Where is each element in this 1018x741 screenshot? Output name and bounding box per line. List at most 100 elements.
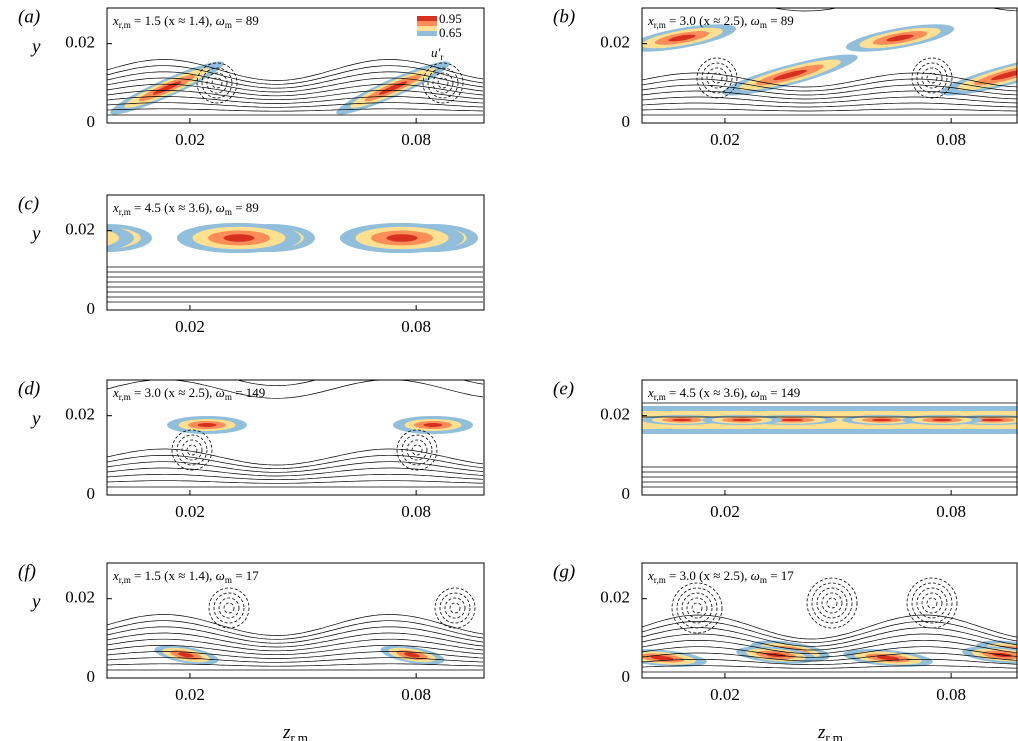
field (533, 519, 1018, 673)
streamline (642, 646, 1017, 658)
streamline (107, 71, 484, 89)
subscript: m (760, 392, 767, 402)
subscript: r,m (825, 731, 843, 741)
y-tick-label: 0.02 (65, 405, 95, 424)
y-tick-label: 0 (622, 112, 631, 131)
text-part: ω (751, 568, 760, 583)
vortex-contour (396, 429, 438, 471)
vortex-contour (176, 434, 208, 466)
subscript: m (225, 575, 232, 585)
text-part: ω (216, 200, 225, 215)
contour-fill (682, 227, 775, 250)
vortex-contour (206, 72, 228, 94)
contour-fill (697, 231, 759, 246)
text-part: = 1.5 (x ≈ 1.4), (131, 568, 216, 583)
y-tick-label: 0.02 (65, 220, 95, 239)
text-part: = 149 (767, 385, 800, 400)
streamline (107, 651, 484, 659)
vortex-contour (208, 587, 250, 629)
text-part: = 3.0 (x ≈ 2.5), (666, 568, 751, 583)
text-part: = 89 (232, 13, 259, 28)
contour-fill (533, 640, 594, 662)
contour-fill (178, 652, 194, 658)
vortex-contour (181, 439, 203, 461)
vortex-contour (916, 587, 948, 619)
vortex-contour (711, 72, 723, 84)
contour-fill (554, 647, 574, 654)
subscript: r (440, 52, 443, 62)
streamline (642, 633, 1017, 651)
contour-fill (650, 655, 674, 661)
streamline (642, 108, 1017, 112)
streamline (107, 96, 484, 104)
streamline (107, 380, 484, 399)
vortex-contour (911, 582, 953, 624)
contour-fill (872, 418, 892, 422)
y-tick-label: 0 (87, 484, 96, 503)
colorbar-label: u′r (431, 45, 443, 62)
streamline (107, 657, 484, 663)
axes-box (106, 562, 485, 679)
x-tick-label: 0.08 (401, 502, 431, 521)
streamline (642, 96, 1017, 104)
text-part: = 4.5 (x ≈ 3.6), (666, 385, 751, 400)
vortex-contour (213, 592, 245, 624)
streamline (107, 83, 484, 97)
text-part: ω (751, 13, 760, 28)
contour-fill (107, 230, 119, 246)
text-part: ω (751, 385, 760, 400)
contour-fill (534, 231, 596, 246)
vortex-contour (218, 597, 240, 619)
streamline (107, 620, 484, 640)
streamline (642, 658, 1017, 666)
field (107, 223, 775, 303)
annotation: xr,m = 3.0 (x ≈ 2.5), ωm = 149 (112, 385, 265, 402)
subscript: r,m (119, 575, 131, 585)
vortex-contour (186, 444, 198, 456)
streamline (642, 665, 1017, 669)
contour-fill (503, 223, 627, 253)
contour-fill (0, 421, 1, 430)
vortex-contour (411, 444, 423, 456)
contour-fill (518, 227, 608, 250)
vortex-contour (437, 77, 449, 89)
streamline (107, 89, 484, 101)
text-part: x (647, 385, 654, 400)
panel: 0.02 0.08 0 0.02 (e) xr,m = 4.5 (x ≈ 3.6), ωm… (553, 378, 1018, 521)
x-tick-label: 0.02 (710, 130, 740, 149)
subscript: m (760, 20, 767, 30)
streamline (107, 59, 484, 81)
y-label: y (30, 408, 41, 429)
field (107, 59, 484, 116)
contour-fill (876, 655, 900, 661)
streamline (642, 519, 1018, 546)
subscript: m (225, 392, 232, 402)
x-label: zr,m (282, 722, 309, 741)
colorbar-tick: 0.95 (439, 11, 462, 26)
streamline (107, 454, 484, 470)
text-part: = 3.0 (x ≈ 2.5), (131, 385, 216, 400)
contour-fill (550, 234, 581, 242)
vortex-contour (826, 597, 838, 609)
text-part: ω (216, 13, 225, 28)
contour-fill (0, 418, 11, 432)
streamline (642, 78, 1017, 92)
panel-label: (f) (18, 561, 36, 582)
vortex-contour (196, 62, 238, 104)
vortex-contour (406, 439, 428, 461)
panel-label: (b) (553, 6, 575, 27)
y-tick-label: 0 (87, 112, 96, 131)
vortex-contour (816, 587, 848, 619)
text-part: = 1.5 (x ≈ 1.4), (131, 13, 216, 28)
vortex-contour (911, 57, 953, 99)
contour-fill (502, 47, 642, 103)
streamline (642, 102, 1017, 108)
streamline (107, 480, 483, 484)
vortex-contour (427, 67, 459, 99)
streamline (107, 644, 484, 656)
contour-fill (404, 652, 420, 658)
colorbar-swatch (417, 26, 437, 31)
streamline (107, 614, 484, 636)
